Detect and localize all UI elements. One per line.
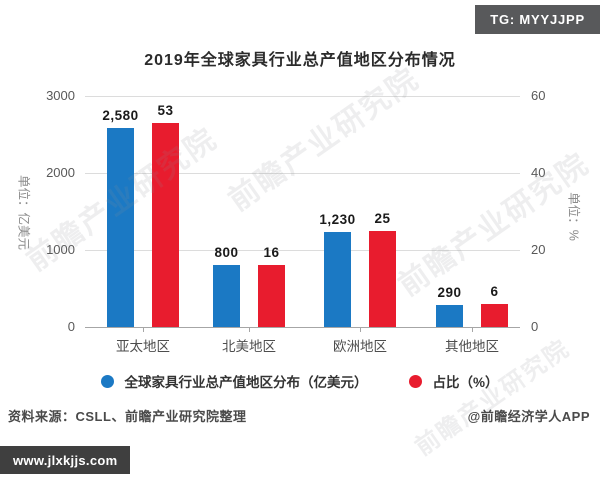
- bar-value-label: 6: [490, 283, 499, 299]
- bar-value-label: 16: [263, 245, 280, 261]
- watermark-text: 前瞻产业研究院: [222, 62, 426, 218]
- bar-value-label: 1,230: [319, 212, 356, 228]
- legend-label: 全球家具行业总产值地区分布（亿美元）: [124, 375, 368, 390]
- x-axis-category: 亚太地区: [116, 339, 170, 354]
- legend-dot-icon: [101, 374, 115, 388]
- x-axis-tick: [360, 328, 361, 332]
- x-axis-tick: [143, 328, 144, 332]
- website-badge: www.jlxkjjs.com: [0, 446, 131, 474]
- bar-value-label: 53: [157, 102, 174, 118]
- x-axis-category: 其他地区: [445, 339, 499, 354]
- grid-line: [85, 96, 520, 97]
- chart-legend: 全球家具行业总产值地区分布（亿美元） 占比（%）: [0, 371, 600, 391]
- value-bar-right: [152, 122, 179, 327]
- bar-value-label: 2,580: [102, 108, 139, 124]
- legend-label: 占比（%）: [432, 375, 499, 390]
- left-axis-tick: 3000: [46, 88, 75, 103]
- legend-dot-icon: [409, 374, 423, 388]
- value-bar-left: [107, 128, 134, 327]
- x-axis-category: 欧洲地区: [333, 339, 387, 354]
- value-bar-right: [369, 230, 396, 327]
- bar-value-label: 25: [374, 210, 391, 226]
- grid-line: [85, 173, 520, 174]
- legend-item: 全球家具行业总产值地区分布（亿美元）: [101, 371, 367, 391]
- chart-title: 2019年全球家具行业总产值地区分布情况: [144, 52, 456, 69]
- right-axis-tick: 40: [531, 165, 546, 180]
- right-axis-tick: 60: [531, 88, 546, 103]
- value-bar-left: [436, 304, 463, 327]
- telegram-badge: TG: MYYJJPP: [475, 5, 600, 34]
- x-axis-tick: [249, 328, 250, 332]
- chart-footer: 资料来源：CSLL、前瞻产业研究院整理 @前瞻经济学人APP: [0, 406, 600, 425]
- value-bar-right: [481, 303, 508, 327]
- x-axis-category: 北美地区: [222, 339, 276, 354]
- value-bar-right: [258, 265, 285, 327]
- x-axis-tick: [472, 328, 473, 332]
- legend-item: 占比（%）: [409, 371, 499, 391]
- source-note: 资料来源：CSLL、前瞻产业研究院整理: [8, 409, 247, 424]
- value-bar-left: [213, 265, 240, 327]
- right-axis-tick: 20: [531, 242, 546, 257]
- x-axis-line: [85, 327, 520, 328]
- grid-line: [85, 250, 520, 251]
- value-bar-left: [324, 232, 351, 327]
- right-axis-tick: 0: [531, 319, 539, 334]
- credit-note: @前瞻经济学人APP: [467, 409, 590, 424]
- bar-value-label: 800: [214, 245, 239, 261]
- left-axis-tick: 2000: [46, 165, 75, 180]
- left-axis-tick: 1000: [46, 242, 75, 257]
- bar-value-label: 290: [437, 284, 462, 300]
- left-axis-tick: 0: [67, 319, 75, 334]
